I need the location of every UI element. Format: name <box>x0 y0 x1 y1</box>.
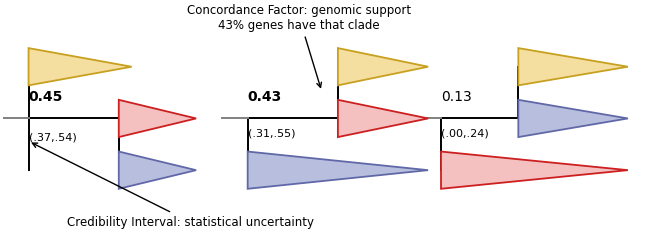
Polygon shape <box>248 152 428 189</box>
Polygon shape <box>119 152 196 189</box>
Polygon shape <box>441 152 628 189</box>
Text: Concordance Factor: genomic support
43% genes have that clade: Concordance Factor: genomic support 43% … <box>187 4 411 87</box>
Polygon shape <box>119 100 196 137</box>
Text: 0.13: 0.13 <box>441 90 472 104</box>
Text: (.31,.55): (.31,.55) <box>248 129 295 139</box>
Text: (.37,.54): (.37,.54) <box>29 133 76 143</box>
Text: Credibility Interval: statistical uncertainty: Credibility Interval: statistical uncert… <box>32 143 314 229</box>
Text: (.00,.24): (.00,.24) <box>441 129 489 139</box>
Text: 0.45: 0.45 <box>29 90 63 104</box>
Polygon shape <box>518 100 628 137</box>
Text: 0.43: 0.43 <box>248 90 282 104</box>
Polygon shape <box>338 100 428 137</box>
Polygon shape <box>29 48 132 85</box>
Polygon shape <box>338 48 428 85</box>
Polygon shape <box>518 48 628 85</box>
